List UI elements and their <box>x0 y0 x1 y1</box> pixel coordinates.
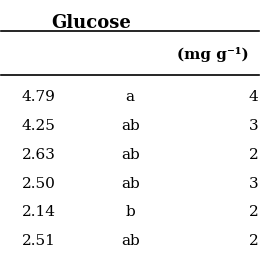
Text: 3: 3 <box>249 177 258 190</box>
Text: 2.14: 2.14 <box>22 205 56 219</box>
Text: 2: 2 <box>249 205 258 219</box>
Text: ab: ab <box>121 177 140 190</box>
Text: 2: 2 <box>249 234 258 248</box>
Text: 4.25: 4.25 <box>22 119 56 133</box>
Text: 2.63: 2.63 <box>22 148 56 162</box>
Text: 4.79: 4.79 <box>22 90 56 105</box>
Text: 2.51: 2.51 <box>22 234 56 248</box>
Text: a: a <box>126 90 135 105</box>
Text: ab: ab <box>121 234 140 248</box>
Text: 4: 4 <box>249 90 258 105</box>
Text: b: b <box>125 205 135 219</box>
Text: 2: 2 <box>249 148 258 162</box>
Text: 2.50: 2.50 <box>22 177 56 190</box>
Text: (mg g⁻¹): (mg g⁻¹) <box>177 47 249 62</box>
Text: 3: 3 <box>249 119 258 133</box>
Text: Glucose: Glucose <box>52 14 132 32</box>
Text: ab: ab <box>121 148 140 162</box>
Text: ab: ab <box>121 119 140 133</box>
